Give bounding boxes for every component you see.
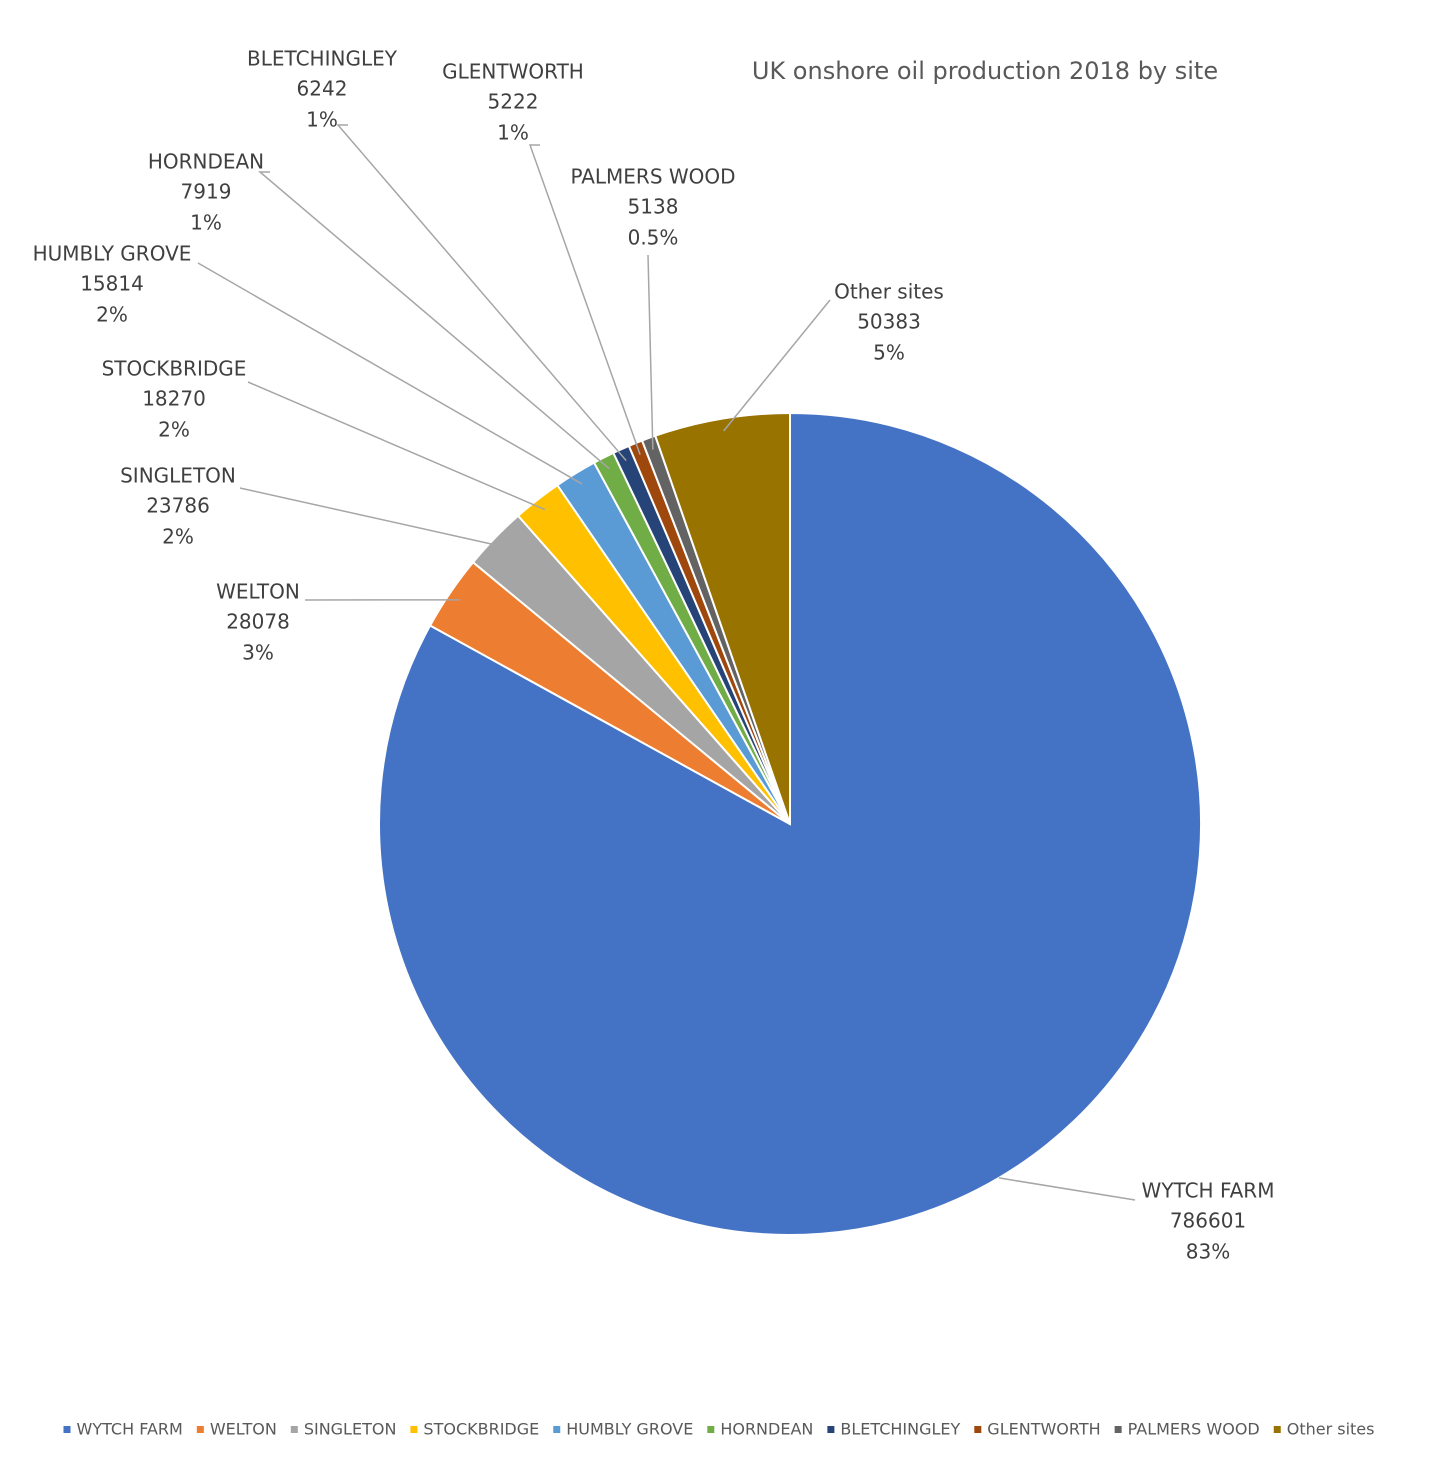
- data-label-value: 6242: [297, 77, 348, 101]
- data-label-name: PALMERS WOOD: [570, 165, 735, 189]
- data-label-value: 28078: [226, 610, 290, 634]
- leader-line: [247, 381, 546, 511]
- data-label-value: 18270: [142, 387, 206, 411]
- leader-line: [528, 144, 641, 455]
- legend-swatch: [1273, 1426, 1281, 1433]
- data-label-name: BLETCHINGLEY: [247, 47, 398, 71]
- legend-swatch: [707, 1426, 715, 1433]
- chart-title: UK onshore oil production 2018 by site: [752, 57, 1218, 85]
- legend-swatch: [290, 1426, 298, 1433]
- legend-label: PALMERS WOOD: [1128, 1420, 1260, 1439]
- legend-swatch: [1114, 1426, 1122, 1433]
- data-label-name: WYTCH FARM: [1142, 1179, 1275, 1203]
- data-label-percent: 5%: [873, 341, 905, 365]
- data-label-percent: 1%: [306, 108, 338, 132]
- data-label-value: 23786: [146, 494, 210, 518]
- legend-swatch: [974, 1426, 982, 1433]
- legend-label: GLENTWORTH: [987, 1420, 1100, 1439]
- legend-label: HORNDEAN: [720, 1420, 813, 1439]
- leader-line: [998, 1177, 1136, 1201]
- legend-label: SINGLETON: [304, 1420, 397, 1439]
- data-label-name: HUMBLY GROVE: [33, 242, 192, 266]
- data-label-value: 786601: [1170, 1209, 1246, 1233]
- data-label-percent: 0.5%: [628, 226, 679, 250]
- data-label-percent: 3%: [242, 641, 274, 665]
- data-label-percent: 2%: [96, 303, 128, 327]
- data-label-name: Other sites: [834, 280, 944, 304]
- data-label-name: HORNDEAN: [148, 150, 264, 174]
- legend-swatch: [63, 1426, 71, 1433]
- data-label-name: GLENTWORTH: [442, 60, 584, 84]
- data-label-value: 15814: [80, 272, 144, 296]
- legend-swatch: [196, 1426, 204, 1433]
- data-label-percent: 83%: [1186, 1240, 1230, 1264]
- data-label-name: SINGLETON: [120, 464, 236, 488]
- leader-line: [239, 487, 504, 548]
- data-label-value: 7919: [181, 180, 232, 204]
- legend-label: HUMBLY GROVE: [566, 1420, 693, 1439]
- legend-swatch: [827, 1426, 835, 1433]
- pie-slice: [653, 411, 791, 825]
- leader-line: [257, 171, 610, 470]
- data-label-percent: 2%: [162, 525, 194, 549]
- leader-line: [723, 299, 831, 432]
- data-label-name: WELTON: [216, 580, 300, 604]
- legend-label: Other sites: [1287, 1420, 1375, 1439]
- data-label-percent: 1%: [497, 121, 529, 145]
- legend-label: WYTCH FARM: [77, 1420, 183, 1439]
- legend-label: WELTON: [210, 1420, 277, 1439]
- legend-label: STOCKBRIDGE: [423, 1420, 539, 1439]
- data-label-value: 50383: [857, 310, 921, 334]
- leader-line: [647, 254, 654, 450]
- data-label-name: STOCKBRIDGE: [102, 357, 247, 381]
- legend-swatch: [410, 1426, 418, 1433]
- leader-line: [197, 262, 583, 485]
- leader-line: [336, 124, 627, 462]
- data-label-percent: 1%: [190, 211, 222, 235]
- data-label-percent: 2%: [158, 418, 190, 442]
- legend-label: BLETCHINGLEY: [840, 1420, 960, 1439]
- data-label-value: 5138: [628, 195, 679, 219]
- data-label-value: 5222: [488, 90, 539, 114]
- legend-swatch: [553, 1426, 561, 1433]
